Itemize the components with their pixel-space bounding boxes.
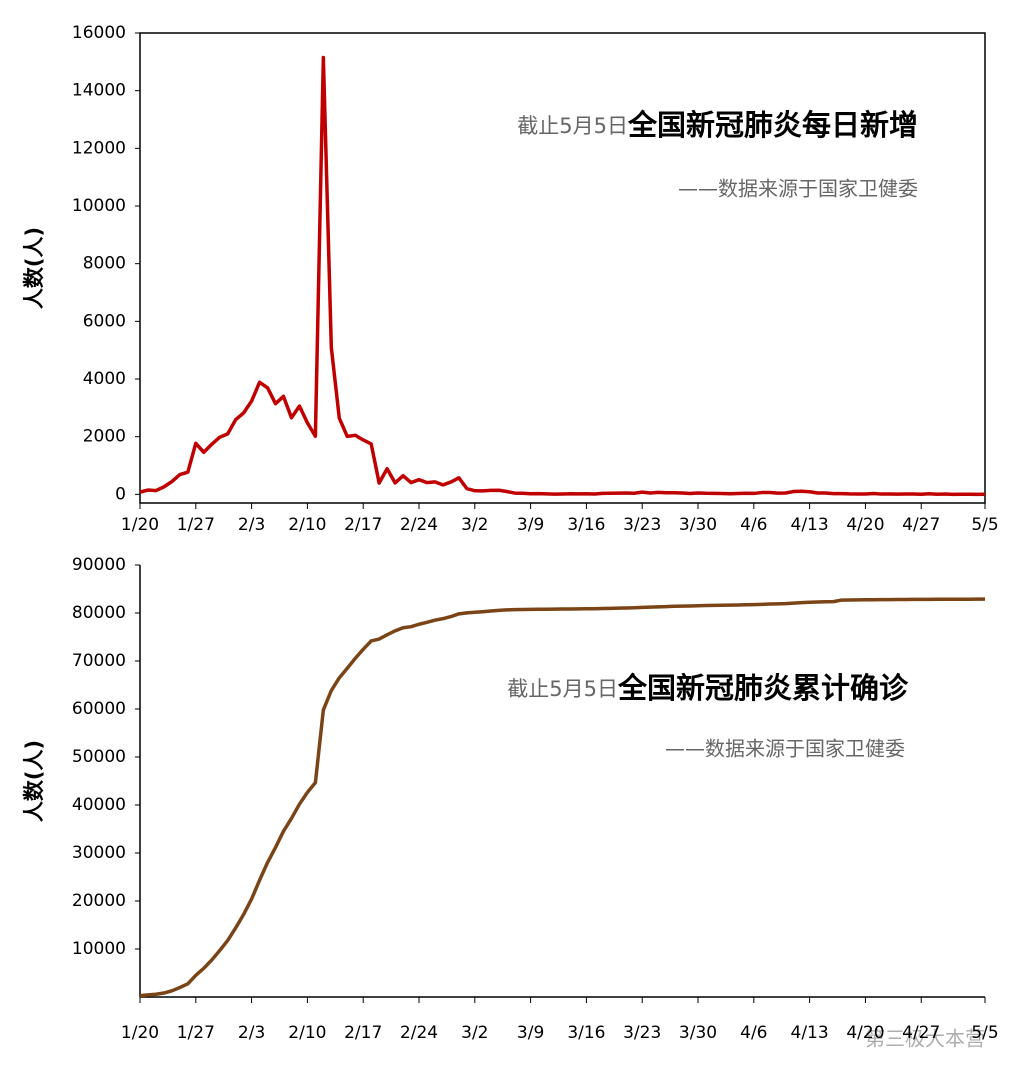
x-tick-label: 2/10 — [288, 515, 326, 535]
title-annotation: 截止5月5日 — [507, 677, 618, 701]
x-tick-label: 5/5 — [971, 515, 998, 535]
x-tick-label: 3/2 — [461, 515, 488, 535]
x-tick-label: 3/23 — [623, 1023, 661, 1043]
x-tick-label: 3/23 — [623, 515, 661, 535]
x-tick-label: 3/30 — [679, 1023, 717, 1043]
x-tick-label: 3/16 — [567, 1023, 605, 1043]
data-line — [139, 55, 986, 497]
y-tick-label: 10000 — [72, 196, 126, 216]
y-tick-label: 14000 — [72, 81, 126, 101]
x-tick-label: 3/2 — [461, 1023, 488, 1043]
watermark: 第三极大本营 — [865, 1027, 985, 1051]
title-main: 全国新冠肺炎每日新增 — [627, 108, 918, 142]
y-tick-label: 0 — [115, 484, 126, 504]
y-tick-label: 4000 — [83, 369, 126, 389]
title-annotation: 截止5月5日 — [517, 114, 628, 138]
y-tick-label: 80000 — [72, 603, 126, 623]
y-tick-label: 16000 — [72, 23, 126, 43]
x-tick-label: 4/13 — [791, 515, 829, 535]
x-tick-label: 1/20 — [121, 515, 159, 535]
y-tick-label: 60000 — [72, 699, 126, 719]
x-tick-label: 2/10 — [288, 1023, 326, 1043]
plot-frame — [139, 32, 986, 504]
x-tick-label: 4/27 — [902, 515, 940, 535]
x-tick-label: 2/3 — [238, 515, 265, 535]
x-tick-label: 2/24 — [400, 515, 438, 535]
y-tick-label: 10000 — [72, 939, 126, 959]
x-tick-label: 4/20 — [846, 515, 884, 535]
x-tick-label: 4/13 — [791, 1023, 829, 1043]
y-tick-label: 12000 — [72, 138, 126, 158]
y-axis-label: 人数(人) — [22, 740, 46, 822]
chart-title: 截止5月5日全国新冠肺炎累计确诊 — [507, 671, 909, 705]
x-tick-label: 4/20 — [846, 1023, 884, 1043]
data-line — [139, 597, 986, 998]
x-tick-label: 3/9 — [517, 515, 544, 535]
x-tick-label: 1/27 — [177, 515, 215, 535]
y-tick-label: 90000 — [72, 555, 126, 575]
x-tick-label: 5/5 — [971, 1023, 998, 1043]
y-tick-label: 8000 — [83, 254, 126, 274]
y-tick-label: 50000 — [72, 747, 126, 767]
y-tick-label: 20000 — [72, 891, 126, 911]
y-tick-label: 70000 — [72, 651, 126, 671]
x-tick-label: 1/27 — [177, 1023, 215, 1043]
y-axis-label: 人数(人) — [22, 227, 46, 309]
x-tick-label: 3/16 — [567, 515, 605, 535]
y-tick-label: 6000 — [83, 311, 126, 331]
x-tick-label: 2/24 — [400, 1023, 438, 1043]
x-tick-label: 3/30 — [679, 515, 717, 535]
chart-subtitle: ——数据来源于国家卫健委 — [678, 177, 918, 201]
y-tick-label: 40000 — [72, 795, 126, 815]
x-tick-label: 2/3 — [238, 1023, 265, 1043]
x-tick-label: 1/20 — [121, 1023, 159, 1043]
x-tick-label: 2/17 — [344, 515, 382, 535]
x-tick-label: 2/17 — [344, 1023, 382, 1043]
y-tick-label: 30000 — [72, 843, 126, 863]
x-tick-label: 3/9 — [517, 1023, 544, 1043]
x-tick-label: 4/27 — [902, 1023, 940, 1043]
y-tick-label: 2000 — [83, 427, 126, 447]
chart-subtitle: ——数据来源于国家卫健委 — [665, 737, 905, 761]
title-main: 全国新冠肺炎累计确诊 — [617, 671, 909, 705]
x-tick-label: 4/6 — [740, 1023, 767, 1043]
x-tick-label: 4/6 — [740, 515, 767, 535]
chart-title: 截止5月5日全国新冠肺炎每日新增 — [517, 108, 918, 142]
